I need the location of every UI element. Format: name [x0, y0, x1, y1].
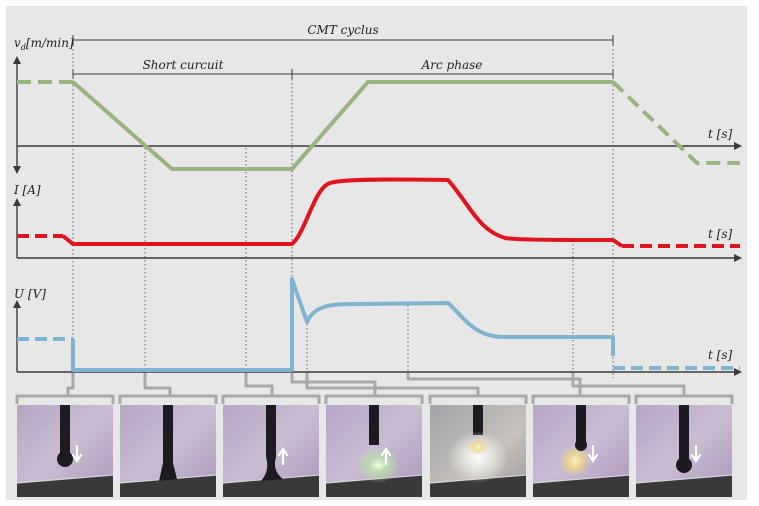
workpiece-edge [532, 474, 630, 484]
arrow-up-icon [277, 447, 289, 466]
wire-speed-time-label: t [s] [708, 127, 732, 141]
frame-6 [531, 394, 631, 497]
arc-glow [559, 445, 591, 477]
arrow-down-icon [71, 444, 83, 463]
workpiece-edge [16, 474, 114, 484]
frame-4 [324, 394, 424, 497]
welding-wire [576, 405, 586, 443]
wire-speed-axes [13, 56, 742, 174]
frame-bracket [15, 394, 115, 404]
wire-speed-axis-label: vd[m/min] [14, 36, 74, 52]
frame-bracket [221, 394, 321, 404]
frame-bracket [324, 394, 424, 404]
welding-wire [369, 405, 379, 445]
droplet [261, 457, 283, 481]
frame-7 [634, 394, 734, 497]
cmt-cycle-label: CMT cyclus [307, 23, 378, 37]
arrow-down-icon [690, 444, 702, 463]
arc-core [468, 439, 488, 455]
workpiece [636, 475, 732, 497]
workpiece [17, 475, 113, 497]
frame-2 [118, 394, 218, 497]
arrow-down-icon [587, 444, 599, 463]
frame-connectors [66, 373, 686, 395]
workpiece-edge [635, 474, 733, 484]
arrow-up-icon [380, 447, 392, 466]
frame-bracket [634, 394, 734, 404]
voltage-time-label: t [s] [708, 348, 732, 362]
workpiece [326, 475, 422, 497]
current-axis-label: I [A] [13, 183, 41, 197]
frame-3 [221, 394, 321, 497]
workpiece [223, 475, 319, 497]
frame-bracket [118, 394, 218, 404]
droplet [159, 463, 177, 481]
droplet [575, 439, 587, 451]
welding-wire [679, 405, 689, 461]
voltage-curve [17, 277, 740, 372]
workpiece [533, 475, 629, 497]
wire-speed-curve [17, 80, 740, 171]
frame-bracket [428, 394, 528, 404]
workpiece [120, 475, 216, 497]
droplet [676, 457, 692, 473]
arc-glow [356, 447, 400, 483]
frame-bracket [531, 394, 631, 404]
frame-5 [428, 394, 528, 497]
voltage-axis-label: U [V] [14, 287, 46, 301]
droplet [57, 451, 73, 467]
current-curve [17, 177, 740, 248]
welding-wire [266, 405, 276, 457]
welding-wire [60, 405, 70, 457]
photo-strip [15, 394, 734, 497]
welding-wire [163, 405, 173, 463]
arc-phase-label: Arc phase [421, 58, 483, 72]
current-axes [13, 198, 742, 262]
current-time-label: t [s] [708, 227, 732, 241]
frame-1 [15, 394, 115, 497]
arc-glow [448, 431, 508, 483]
short-circuit-label: Short curcuit [143, 58, 224, 72]
cycle-bracket [72, 35, 614, 45]
welding-wire [473, 405, 483, 435]
workpiece [430, 475, 526, 497]
